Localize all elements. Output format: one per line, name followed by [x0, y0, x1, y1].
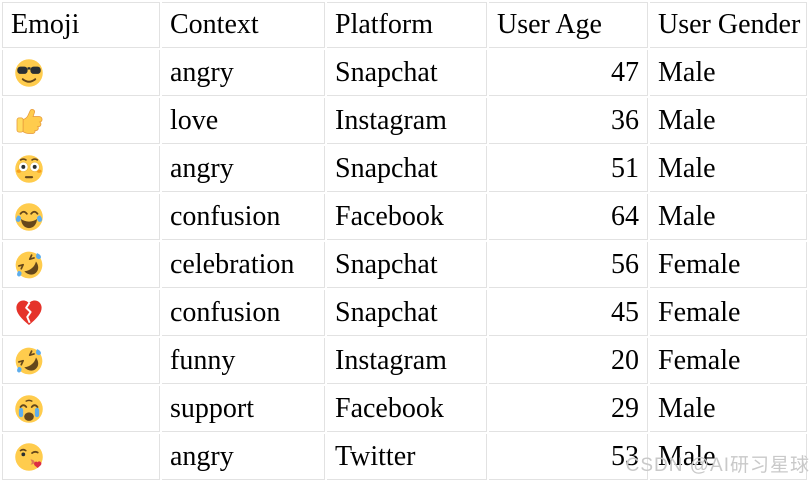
user-age-cell: 64	[489, 194, 648, 240]
table-row: confusion Snapchat 45 Female	[2, 290, 807, 336]
column-header-user-gender: User Gender	[650, 2, 807, 48]
column-header-user-age: User Age	[489, 2, 648, 48]
user-age-cell: 36	[489, 98, 648, 144]
emoji-cell	[2, 146, 160, 192]
rolling-on-floor-laughing-icon	[13, 345, 45, 377]
platform-cell: Instagram	[327, 338, 487, 384]
context-cell: confusion	[162, 194, 325, 240]
context-cell: celebration	[162, 242, 325, 288]
user-gender-cell: Male	[650, 146, 807, 192]
table-row: angry Snapchat 47 Male	[2, 50, 807, 96]
user-gender-cell: Male	[650, 194, 807, 240]
user-age-cell: 56	[489, 242, 648, 288]
thumbs-up-icon	[13, 105, 45, 137]
user-age-cell: 51	[489, 146, 648, 192]
column-header-context: Context	[162, 2, 325, 48]
flushed-face-icon	[13, 153, 45, 185]
platform-cell: Facebook	[327, 194, 487, 240]
emoji-cell	[2, 338, 160, 384]
platform-cell: Instagram	[327, 98, 487, 144]
emoji-cell	[2, 290, 160, 336]
user-gender-cell: Female	[650, 242, 807, 288]
rolling-on-floor-laughing-icon	[13, 249, 45, 281]
context-cell: angry	[162, 146, 325, 192]
column-header-emoji: Emoji	[2, 2, 160, 48]
table-row: confusion Facebook 64 Male	[2, 194, 807, 240]
table-row: celebration Snapchat 56 Female	[2, 242, 807, 288]
user-gender-cell: Male	[650, 98, 807, 144]
user-gender-cell: Female	[650, 338, 807, 384]
user-age-cell: 47	[489, 50, 648, 96]
context-cell: funny	[162, 338, 325, 384]
user-age-cell: 20	[489, 338, 648, 384]
platform-cell: Facebook	[327, 386, 487, 432]
user-gender-cell: Male	[650, 386, 807, 432]
user-age-cell: 29	[489, 386, 648, 432]
platform-cell: Snapchat	[327, 290, 487, 336]
context-cell: angry	[162, 434, 325, 480]
emoji-cell	[2, 386, 160, 432]
face-with-tears-of-joy-icon	[13, 201, 45, 233]
loudly-crying-face-icon	[13, 393, 45, 425]
table-header-row: Emoji Context Platform User Age User Gen…	[2, 2, 807, 48]
user-gender-cell: Female	[650, 290, 807, 336]
user-age-cell: 45	[489, 290, 648, 336]
context-cell: confusion	[162, 290, 325, 336]
smiling-face-with-sunglasses-icon	[13, 57, 45, 89]
user-age-cell: 53	[489, 434, 648, 480]
table-row: love Instagram 36 Male	[2, 98, 807, 144]
column-header-platform: Platform	[327, 2, 487, 48]
context-cell: love	[162, 98, 325, 144]
emoji-cell	[2, 242, 160, 288]
face-blowing-kiss-icon	[13, 441, 45, 473]
table-row: angry Twitter 53 Male	[2, 434, 807, 480]
emoji-cell	[2, 194, 160, 240]
user-gender-cell: Male	[650, 434, 807, 480]
table-row: funny Instagram 20 Female	[2, 338, 807, 384]
user-gender-cell: Male	[650, 50, 807, 96]
table-row: support Facebook 29 Male	[2, 386, 807, 432]
broken-heart-icon	[13, 297, 45, 329]
context-cell: angry	[162, 50, 325, 96]
platform-cell: Twitter	[327, 434, 487, 480]
platform-cell: Snapchat	[327, 50, 487, 96]
platform-cell: Snapchat	[327, 146, 487, 192]
emoji-cell	[2, 98, 160, 144]
emoji-cell	[2, 434, 160, 480]
table-row: angry Snapchat 51 Male	[2, 146, 807, 192]
platform-cell: Snapchat	[327, 242, 487, 288]
emoji-cell	[2, 50, 160, 96]
context-cell: support	[162, 386, 325, 432]
